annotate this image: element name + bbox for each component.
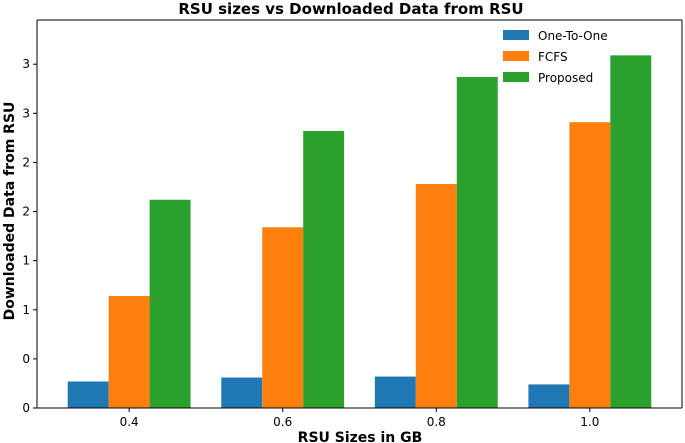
bar-one-to-one-0.8 <box>374 376 416 408</box>
bar-fcfs-1.0 <box>569 122 611 409</box>
y-tick-label: 3 <box>22 106 30 120</box>
legend-swatch <box>503 30 529 40</box>
x-tick-label: 1.0 <box>580 415 599 429</box>
axes-group: 0 0 1 1 2 2 3 3 0.4 0.6 0.8 1.0 <box>22 19 683 429</box>
x-tick-label: 0.4 <box>120 415 139 429</box>
y-tick-label: 1 <box>22 303 30 317</box>
legend-swatch <box>503 72 529 82</box>
x-tick-label: 0.8 <box>427 415 446 429</box>
bar-proposed-1.0 <box>610 55 652 408</box>
legend: One-To-One FCFS Proposed <box>503 29 608 85</box>
y-tick-label: 2 <box>22 155 30 169</box>
y-axis-label: Downloaded Data from RSU <box>2 102 18 321</box>
bar-fcfs-0.4 <box>108 296 150 408</box>
legend-label: Proposed <box>538 71 593 85</box>
bar-one-to-one-0.4 <box>67 381 109 408</box>
bars-group <box>67 55 652 409</box>
y-tick-label: 3 <box>22 57 30 71</box>
bar-one-to-one-1.0 <box>528 384 570 408</box>
bar-one-to-one-0.6 <box>221 377 263 408</box>
chart-title: RSU sizes vs Downloaded Data from RSU <box>178 0 523 18</box>
bar-fcfs-0.6 <box>262 227 304 408</box>
legend-label: FCFS <box>538 50 568 64</box>
y-tick-label: 1 <box>22 254 30 268</box>
bar-fcfs-0.8 <box>415 184 457 408</box>
legend-label: One-To-One <box>538 29 608 43</box>
y-tick-label: 0 <box>22 352 30 366</box>
bar-proposed-0.4 <box>149 199 191 408</box>
bar-proposed-0.6 <box>303 130 345 408</box>
y-tick-label: 0 <box>22 401 30 415</box>
x-tick-label: 0.6 <box>273 415 292 429</box>
bar-proposed-0.8 <box>456 76 498 408</box>
y-tick-label: 2 <box>22 205 30 219</box>
legend-swatch <box>503 51 529 61</box>
x-axis-label: RSU Sizes in GB <box>298 430 423 443</box>
